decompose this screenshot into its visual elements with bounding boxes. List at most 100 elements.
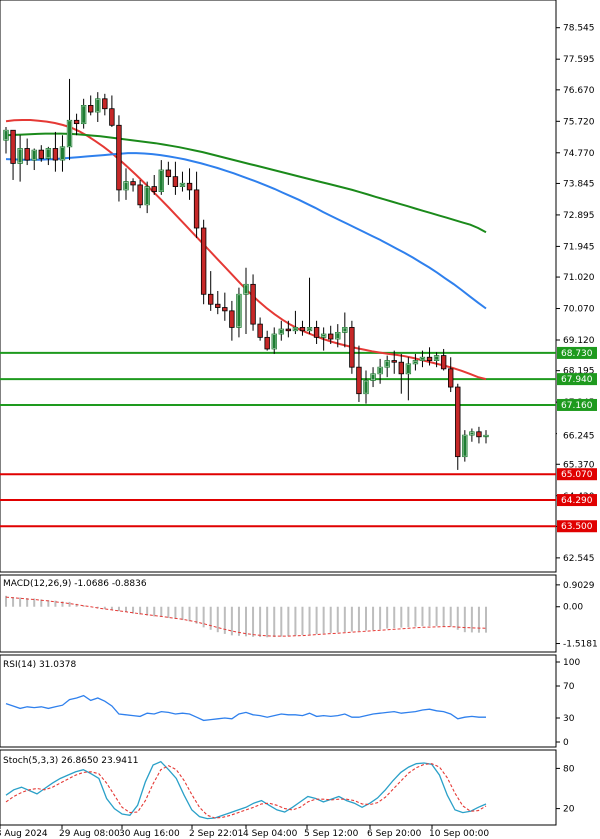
rsi-line [5, 694, 486, 722]
stoch-d-line [5, 763, 487, 819]
candle-bear [349, 327, 355, 368]
candle-bull-fill [145, 187, 149, 205]
candle-bear [356, 366, 362, 395]
price-tick-label: 76.670 [563, 86, 595, 96]
macd-signal-line [5, 596, 487, 637]
candle-bear [250, 283, 256, 325]
ma-line-ma_slow [5, 132, 487, 234]
macd-tick-label: 0.00 [563, 603, 583, 613]
candle-bear [102, 98, 108, 110]
time-tick-label: 28 Aug 2024 [0, 829, 48, 839]
levels-layer [0, 351, 556, 528]
candle-bear [440, 355, 447, 370]
candle-bull-fill [308, 328, 312, 330]
rsi-label: RSI(14) 31.0378 [3, 660, 76, 670]
time-tick-label: 6 Sep 20:00 [367, 829, 422, 839]
candle-bear [52, 148, 59, 161]
level-tag-bg [557, 520, 597, 533]
candle-bear [257, 323, 263, 338]
price-tick-label: 70.070 [563, 305, 595, 315]
candle-bull-fill [322, 334, 326, 337]
rsi-tick-label: 0 [563, 738, 569, 748]
candle-bear [186, 182, 193, 191]
candle-bull-fill [180, 184, 184, 186]
candle-bear [229, 310, 235, 328]
candle-bull-fill [4, 131, 8, 140]
price-tick-label: 75.720 [563, 117, 595, 127]
time-tick-label: 4 Sep 04:00 [243, 829, 298, 839]
candle-bear [109, 108, 115, 126]
candle-bear [24, 148, 30, 161]
time-tick-label: 10 Sep 00:00 [429, 829, 489, 839]
rsi-tick-label: 70 [563, 682, 575, 692]
candle-bull-fill [60, 147, 64, 160]
level-tag-label: 65.070 [561, 470, 593, 480]
price-tick-label: 68.195 [563, 367, 595, 377]
candle-bull-fill [244, 285, 248, 294]
candle-bull-fill [279, 329, 283, 334]
candle-bull-fill [378, 367, 382, 374]
candle-bear [448, 368, 454, 388]
candle-bear [476, 431, 482, 438]
macd-label: MACD(12,26,9) -1.0686 -0.8836 [3, 579, 147, 589]
level-tag-label: 64.290 [561, 496, 593, 506]
candle-bull-fill [413, 361, 417, 364]
candle-bull-fill [371, 374, 375, 380]
candle-bull-fill [463, 435, 467, 456]
candle-bear [38, 149, 44, 159]
level-tag-bg [557, 373, 597, 386]
macd-tick-label: -1.5181 [563, 640, 598, 650]
candle-bear [137, 184, 143, 206]
price-tick-label: 71.945 [563, 242, 595, 252]
stoch-tick-label: 20 [563, 805, 575, 815]
candle-bull-fill [272, 334, 276, 349]
macd-panel-frame [0, 574, 557, 653]
candles [3, 78, 489, 470]
candle-bull-fill [293, 328, 297, 330]
candle-bear [116, 124, 122, 191]
candle-bear [200, 227, 207, 295]
level-tag-label: 68.730 [561, 349, 593, 359]
level-tag-label: 67.940 [561, 375, 593, 385]
level-tag-bg [557, 346, 597, 359]
candle-bull-fill [364, 381, 368, 393]
candle-bull-fill [159, 170, 163, 191]
stoch-k-line [5, 760, 487, 820]
stoch-series: 80 20 [5, 760, 575, 820]
price-tick-label: 62.545 [563, 554, 595, 564]
candle-bull-fill [406, 364, 410, 374]
candle-bear [264, 336, 270, 350]
candle-bear [328, 333, 334, 340]
candle-bull-fill [336, 333, 340, 339]
price-tick-label: 69.120 [563, 336, 595, 346]
candle-bull-fill [343, 328, 347, 332]
price-panel-frame [0, 0, 557, 573]
candle-bull-fill [32, 150, 36, 160]
price-tick-label: 65.370 [563, 460, 595, 470]
stoch-panel: 80 20 Stoch(5,3,3) 26.8650 23.9411 [0, 749, 575, 826]
candle-bull-fill [82, 106, 86, 123]
price-tick-label: 77.595 [563, 55, 595, 65]
level-tag-label: 63.500 [561, 522, 593, 532]
last-price-tag: 66.245 [563, 431, 595, 441]
level-tag-bg [557, 494, 597, 507]
candle-bull-fill [68, 121, 72, 147]
rsi-panel-frame [0, 654, 557, 748]
candle-bear [285, 328, 292, 332]
candle-bear [313, 327, 320, 338]
candle-bear [299, 327, 306, 332]
price-axis: 78.545 77.595 76.670 75.720 74.770 73.845 72.8… [556, 24, 595, 564]
stoch-tick-label: 80 [563, 764, 575, 774]
last-price-tag-bg [557, 429, 597, 442]
candle-bull-fill [470, 432, 474, 435]
candle-bull-fill [96, 99, 100, 112]
level-tags: 68.730 67.940 67.160 65.070 64.290 63.500 66.2… [557, 346, 597, 533]
candle-bear [208, 293, 214, 305]
level-tag-bg [557, 468, 597, 481]
macd-tick-label: 0.9029 [563, 581, 595, 591]
candle-bear [130, 181, 136, 186]
candle-bear [165, 169, 172, 178]
time-tick-label: 2 Sep 22:01 [189, 829, 243, 839]
time-tick-label: 5 Sep 12:00 [304, 829, 359, 839]
